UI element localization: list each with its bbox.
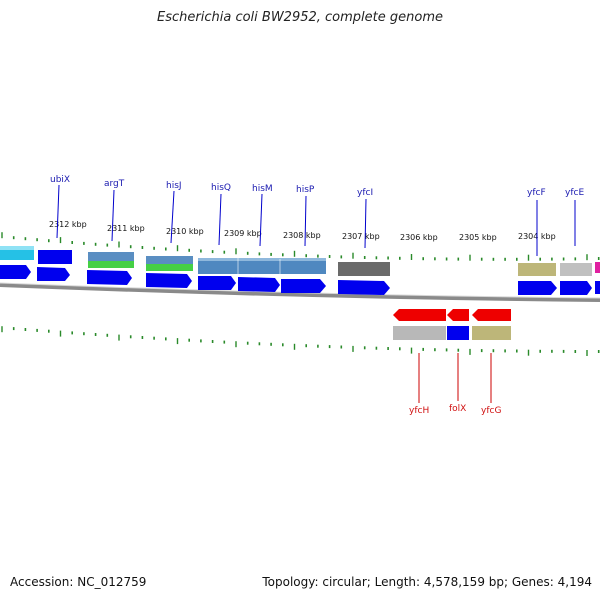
gene-label-forward: hisJ bbox=[166, 181, 182, 191]
gene-leader bbox=[364, 198, 367, 249]
kbp-label: 2312 kbp bbox=[49, 220, 87, 229]
kbp-label: 2306 kbp bbox=[400, 233, 438, 242]
cog-box bbox=[146, 256, 193, 265]
gene-arrow-forward bbox=[281, 279, 326, 293]
inner-tick-ring bbox=[1, 326, 600, 356]
cog-box bbox=[595, 262, 600, 273]
cog-box bbox=[472, 326, 511, 340]
gene-leader bbox=[56, 184, 60, 239]
gene-label-forward: hisQ bbox=[211, 183, 231, 193]
topology-label: Topology: circular; Length: 4,578,159 bp… bbox=[262, 575, 592, 589]
gene-label-reverse: yfcH bbox=[409, 406, 429, 416]
gene-label-reverse: yfcG bbox=[481, 406, 501, 416]
gene-arrow-forward bbox=[338, 280, 390, 295]
gene-arrow-forward bbox=[198, 276, 236, 290]
cog-box bbox=[0, 246, 34, 250]
gene-arrow-forward bbox=[87, 270, 132, 285]
map-title: Escherichia coli BW2952, complete genome bbox=[157, 10, 443, 25]
kbp-label: 2311 kbp bbox=[107, 224, 145, 233]
kbp-label: 2309 kbp bbox=[224, 229, 262, 238]
cog-box bbox=[38, 250, 72, 264]
gene-arrow-forward bbox=[0, 265, 31, 279]
gene-arrow-forward bbox=[560, 281, 592, 295]
accession-label: Accession: NC_012759 bbox=[10, 575, 147, 589]
cog-box bbox=[198, 258, 326, 261]
kbp-label: 2305 kbp bbox=[459, 233, 497, 242]
cog-box bbox=[518, 263, 556, 276]
gene-label-forward: yfcF bbox=[527, 188, 546, 198]
gene-arrow-forward bbox=[518, 281, 557, 295]
outer-tick-ring bbox=[1, 232, 600, 261]
gene-leader bbox=[111, 189, 115, 242]
gene-leader bbox=[304, 195, 307, 247]
genome-backbone bbox=[0, 283, 600, 302]
gene-arrow-forward bbox=[238, 277, 280, 292]
cog-box bbox=[88, 261, 134, 268]
gene-arrow-reverse bbox=[472, 309, 511, 321]
gene-label-forward: yfcI bbox=[357, 188, 373, 198]
cog-box bbox=[88, 252, 134, 261]
gene-arrow-reverse bbox=[393, 309, 446, 321]
cog-box bbox=[146, 264, 193, 271]
kbp-label: 2307 kbp bbox=[342, 232, 380, 241]
gene-arrow-forward bbox=[37, 267, 70, 281]
kbp-label: 2308 kbp bbox=[283, 231, 321, 240]
gene-label-forward: hisP bbox=[296, 185, 315, 195]
kbp-label: 2310 kbp bbox=[166, 227, 204, 236]
cog-box bbox=[338, 262, 390, 276]
cog-box bbox=[560, 263, 592, 276]
gene-label-forward: yfcE bbox=[565, 188, 584, 198]
gene-arrow-forward bbox=[595, 281, 600, 294]
gene-label-reverse: folX bbox=[449, 404, 466, 414]
gene-leader bbox=[218, 193, 222, 246]
gene-leader bbox=[259, 193, 263, 247]
cog-box bbox=[447, 326, 469, 340]
gene-label-forward: argT bbox=[104, 179, 125, 189]
cog-box bbox=[393, 326, 446, 340]
gene-label-forward: hisM bbox=[252, 184, 273, 194]
gene-arrow-forward bbox=[146, 273, 192, 288]
gene-arrow-reverse bbox=[447, 309, 469, 321]
gene-leader bbox=[170, 190, 175, 244]
gene-label-forward: ubiX bbox=[50, 175, 70, 185]
cog-box bbox=[198, 258, 326, 274]
